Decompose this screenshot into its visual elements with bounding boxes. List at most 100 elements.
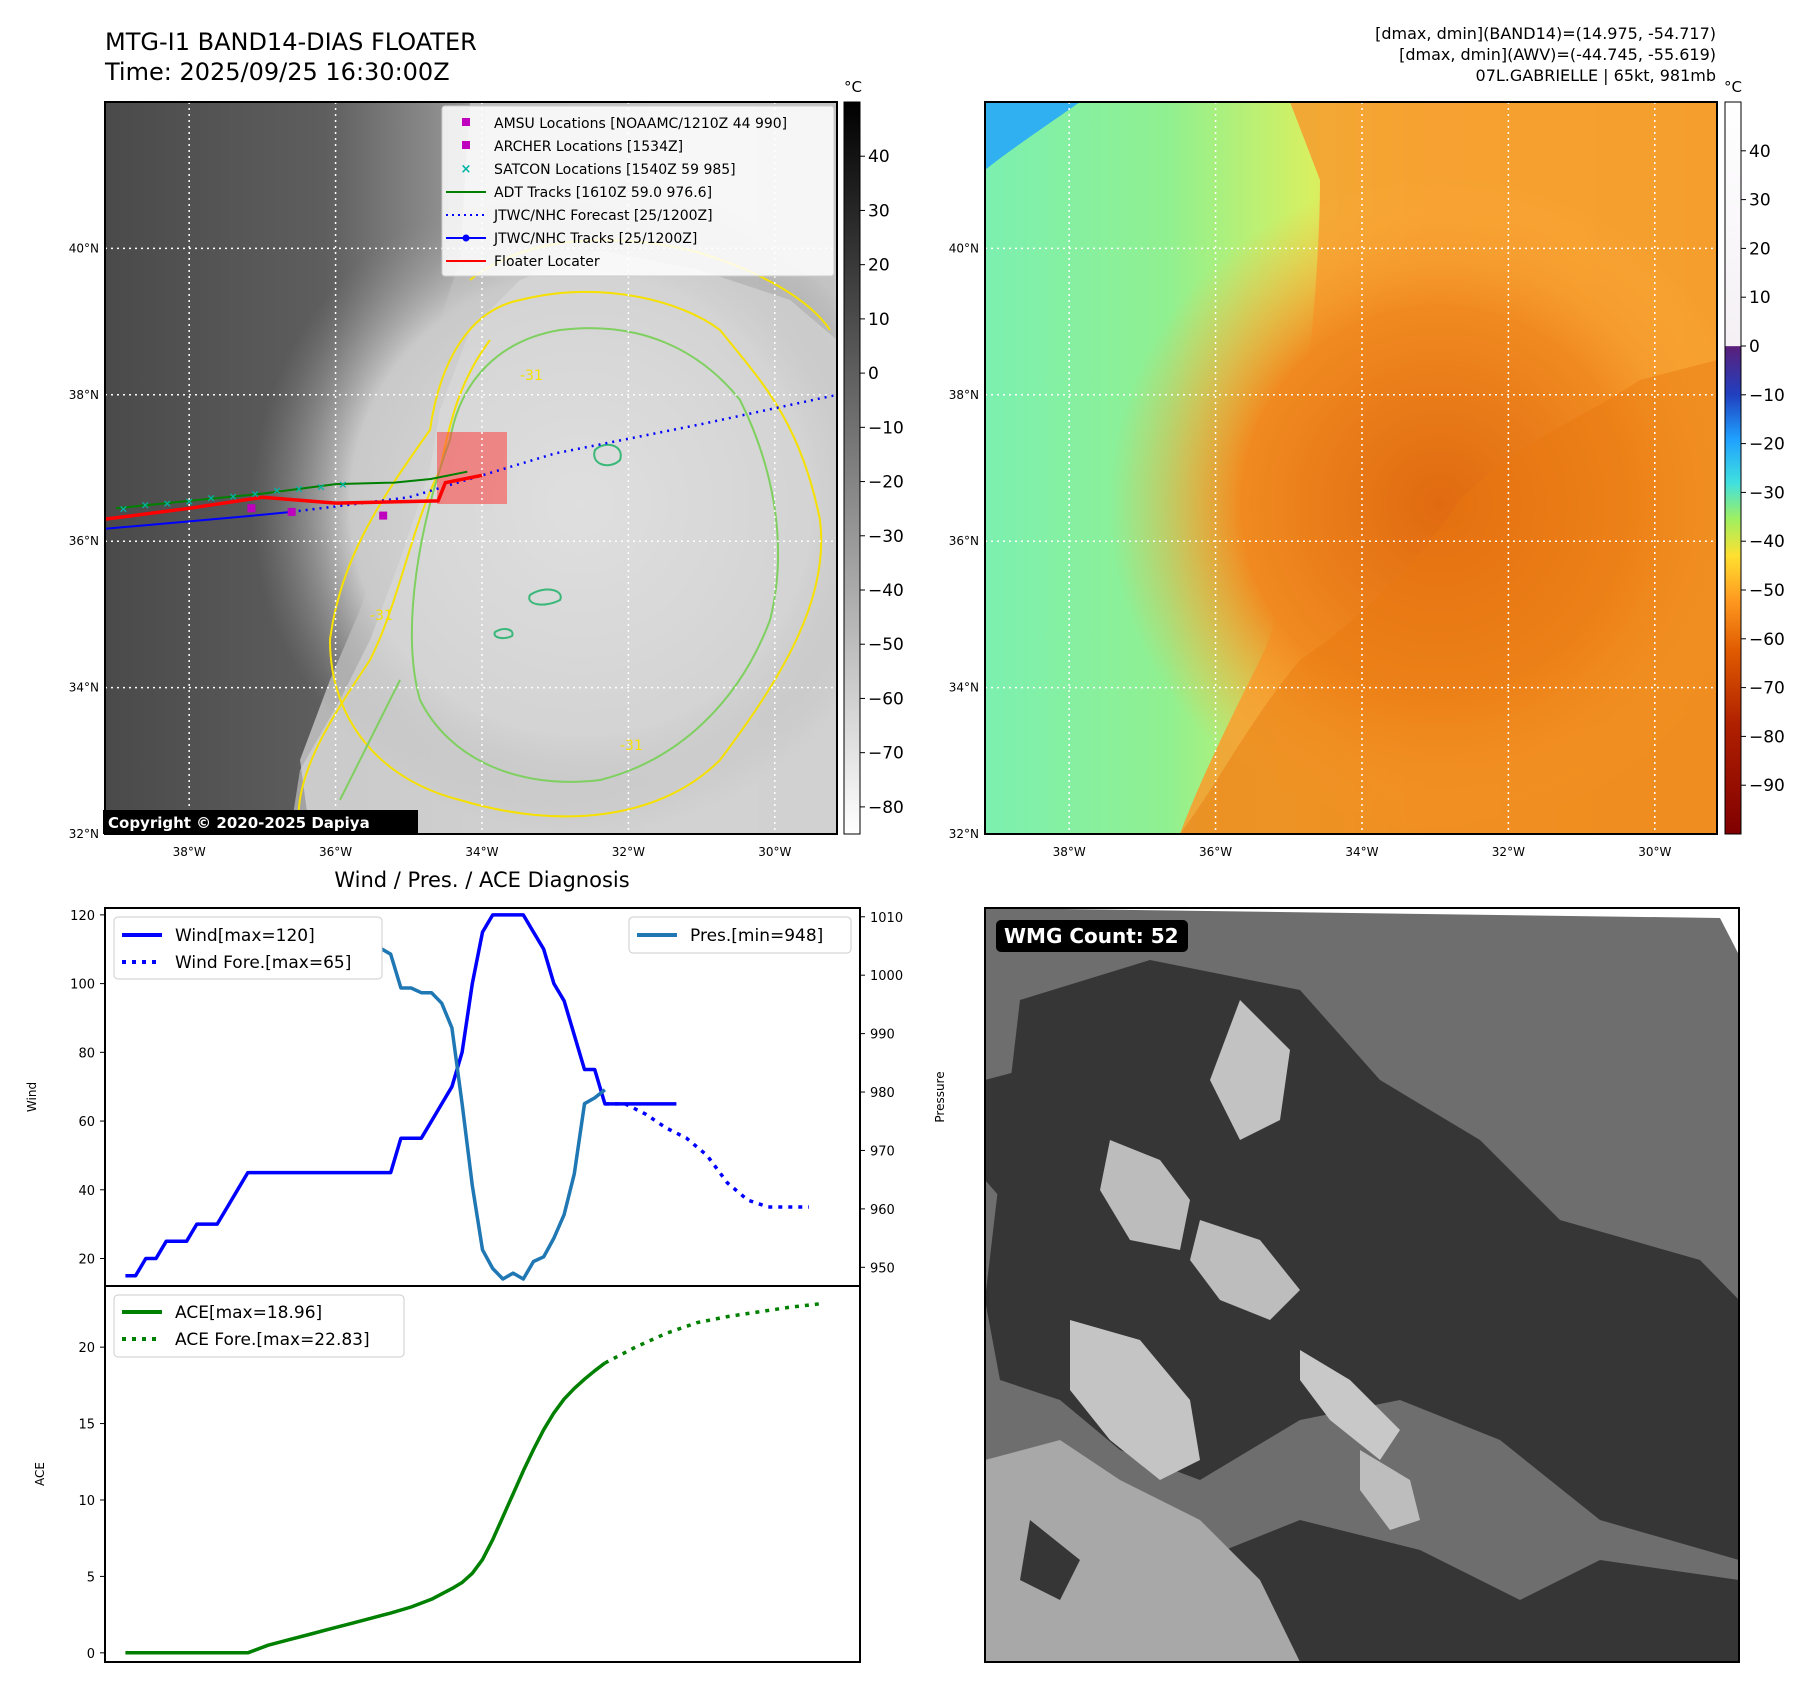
colorbar-tick-label: 0 <box>1749 337 1760 357</box>
wind-tick-label: 120 <box>70 909 95 924</box>
satcon-marker: × <box>185 495 194 508</box>
lat-tick-label: 38°N <box>69 388 99 402</box>
lat-tick-label: 34°N <box>949 681 979 695</box>
legend-entry-label: Floater Locater <box>494 254 600 270</box>
ace-tick-label: 15 <box>78 1418 95 1433</box>
figure-title: MTG-I1 BAND14-DIAS FLOATER <box>105 28 477 56</box>
satcon-marker: × <box>141 499 150 512</box>
lat-tick-label: 36°N <box>949 534 979 548</box>
satcon-marker: × <box>207 491 216 504</box>
colorbar-tick-label: −40 <box>1749 532 1785 552</box>
satcon-marker: × <box>228 490 237 503</box>
colorbar-tick-label: −80 <box>868 798 904 818</box>
amsu-marker <box>379 511 388 520</box>
satcon-marker: × <box>119 502 128 515</box>
color-map-gridlines <box>985 102 1717 834</box>
wind-pressure-axes: 120 100 80 60 40 20 1010 1000 990 980 970 960 950 <box>70 909 903 1276</box>
floater-track-line <box>105 473 483 521</box>
pressure-tick-label: 1000 <box>870 969 903 984</box>
colorbar-tick-label: 30 <box>1749 191 1771 211</box>
color-colorbar-ticks: 40 30 20 10 0 −10 −20 −30 −40 −50 −60 −70 −80 −90 <box>1741 142 1785 796</box>
ace-legend-label: ACE[max=18.96] <box>175 1303 322 1323</box>
wind-legend-label: Wind[max=120] <box>175 926 315 946</box>
color-colorbar: °C 40 30 20 10 0 −10 −20 −30 −40 −50 −60 −70 −80 −90 <box>1724 78 1785 835</box>
ir-colorbar: °C 40 30 20 10 0 −10 −20 −30 −40 −50 −60 −70 −80 <box>843 78 904 835</box>
color-map-ticks: 38°W 36°W 34°W 32°W 30°W 40°N 38°N 36°N 34°N 32°N <box>949 241 1672 859</box>
colorbar-tick-label: −50 <box>868 635 904 655</box>
pressure-legend: Pres.[min=948] <box>628 916 852 954</box>
colorbar-tick-label: 40 <box>868 147 890 167</box>
lat-tick-label: 38°N <box>949 388 979 402</box>
wmg-imagery <box>985 908 1739 1662</box>
wind-tick-label: 60 <box>78 1115 95 1130</box>
copyright-text: Copyright © 2020-2025 Dapiya <box>108 814 370 832</box>
colorbar-tick-label: −60 <box>1749 630 1785 650</box>
colorbar-tick-label: −40 <box>868 581 904 601</box>
satcon-marker: × <box>294 482 303 495</box>
series-line-ace-max- <box>125 1361 606 1655</box>
colorbar-tick-label: −10 <box>868 418 904 438</box>
contour-green <box>410 327 779 783</box>
lon-tick-label: 30°W <box>758 845 791 859</box>
wmg-count-label: WMG Count: 52 <box>1004 924 1179 948</box>
legend-entry-label: ADT Tracks [1610Z 59.0 976.6] <box>494 185 712 201</box>
wind-axis-label: Wind <box>25 1082 39 1112</box>
colorbar-tick-label: 0 <box>868 364 879 384</box>
stats-awv: [dmax, dmin](AWV)=(-44.745, -55.619) <box>1399 45 1716 64</box>
colorbar-tick-label: −30 <box>868 527 904 547</box>
lat-tick-label: 40°N <box>69 241 99 255</box>
colorbar-tick-label: −90 <box>1749 776 1785 796</box>
colorbar-tick-label: 10 <box>1749 288 1771 308</box>
legend-entry-label: JTWC/NHC Forecast [25/1200Z] <box>493 208 713 224</box>
lon-tick-label: 34°W <box>465 845 498 859</box>
colorbar-tick-label: −70 <box>868 744 904 764</box>
pressure-tick-label: 960 <box>870 1203 895 1218</box>
legend-swatch-x: × <box>461 162 472 177</box>
legend-swatch-square <box>462 118 470 126</box>
colorbar-tick-label: 40 <box>1749 142 1771 162</box>
lat-tick-label: 32°N <box>69 827 99 841</box>
pressure-axis-label: Pressure <box>933 1071 947 1122</box>
pressure-tick-label: 980 <box>870 1086 895 1101</box>
lon-tick-label: 36°W <box>1199 845 1232 859</box>
legend-entry-label: SATCON Locations [1540Z 59 985] <box>494 162 736 178</box>
ace-axes: 20 15 10 5 0 <box>78 1341 105 1662</box>
contour-label: -31 <box>370 608 393 624</box>
legend-entry-label: JTWC/NHC Tracks [25/1200Z] <box>493 231 697 247</box>
legend-box <box>441 105 835 277</box>
ace-axis-label: ACE <box>33 1462 47 1486</box>
lon-tick-label: 30°W <box>1638 845 1671 859</box>
lon-tick-label: 32°W <box>1492 845 1525 859</box>
series-line-wind-max- <box>125 913 677 1278</box>
colorbar-tick-label: −60 <box>868 689 904 709</box>
colorbar-tick-label: −70 <box>1749 679 1785 699</box>
series-line-ace-fore-max- <box>604 1302 820 1365</box>
contour-label: -31 <box>620 738 643 754</box>
colorbar-tick-label: −50 <box>1749 581 1785 601</box>
wind-tick-label: 80 <box>78 1046 95 1061</box>
contour-yellow <box>328 290 823 818</box>
pressure-tick-label: 950 <box>870 1261 895 1276</box>
color-map-panel: 38°W 36°W 34°W 32°W 30°W 40°N 38°N 36°N 34°N 32°N <box>949 101 1718 859</box>
lat-tick-label: 34°N <box>69 681 99 695</box>
colorbar-tick-label: 30 <box>868 201 890 221</box>
map-legend: AMSU Locations [NOAAMC/1210Z 44 990] ARCH… <box>441 105 835 277</box>
ace-tick-label: 0 <box>87 1647 95 1662</box>
wind-fore-legend-label: Wind Fore.[max=65] <box>175 953 351 973</box>
colorbar-tick-label: 20 <box>1749 239 1771 259</box>
satcon-marker: × <box>272 484 281 497</box>
ace-fore-legend-label: ACE Fore.[max=22.83] <box>175 1330 370 1350</box>
colorbar-tick-label: −10 <box>1749 386 1785 406</box>
ace-tick-label: 20 <box>78 1341 95 1356</box>
satcon-marker: × <box>163 497 172 510</box>
pressure-tick-label: 970 <box>870 1144 895 1159</box>
figure-time: Time: 2025/09/25 16:30:00Z <box>104 58 450 86</box>
colorbar-tick-label: −80 <box>1749 727 1785 747</box>
wind-tick-label: 100 <box>70 978 95 993</box>
colorbar-tick-label: −20 <box>868 473 904 493</box>
satcon-marker: × <box>338 478 347 491</box>
legend-swatch-dot <box>462 234 470 242</box>
color-colorbar-unit: °C <box>1724 78 1742 96</box>
pressure-tick-label: 990 <box>870 1028 895 1043</box>
